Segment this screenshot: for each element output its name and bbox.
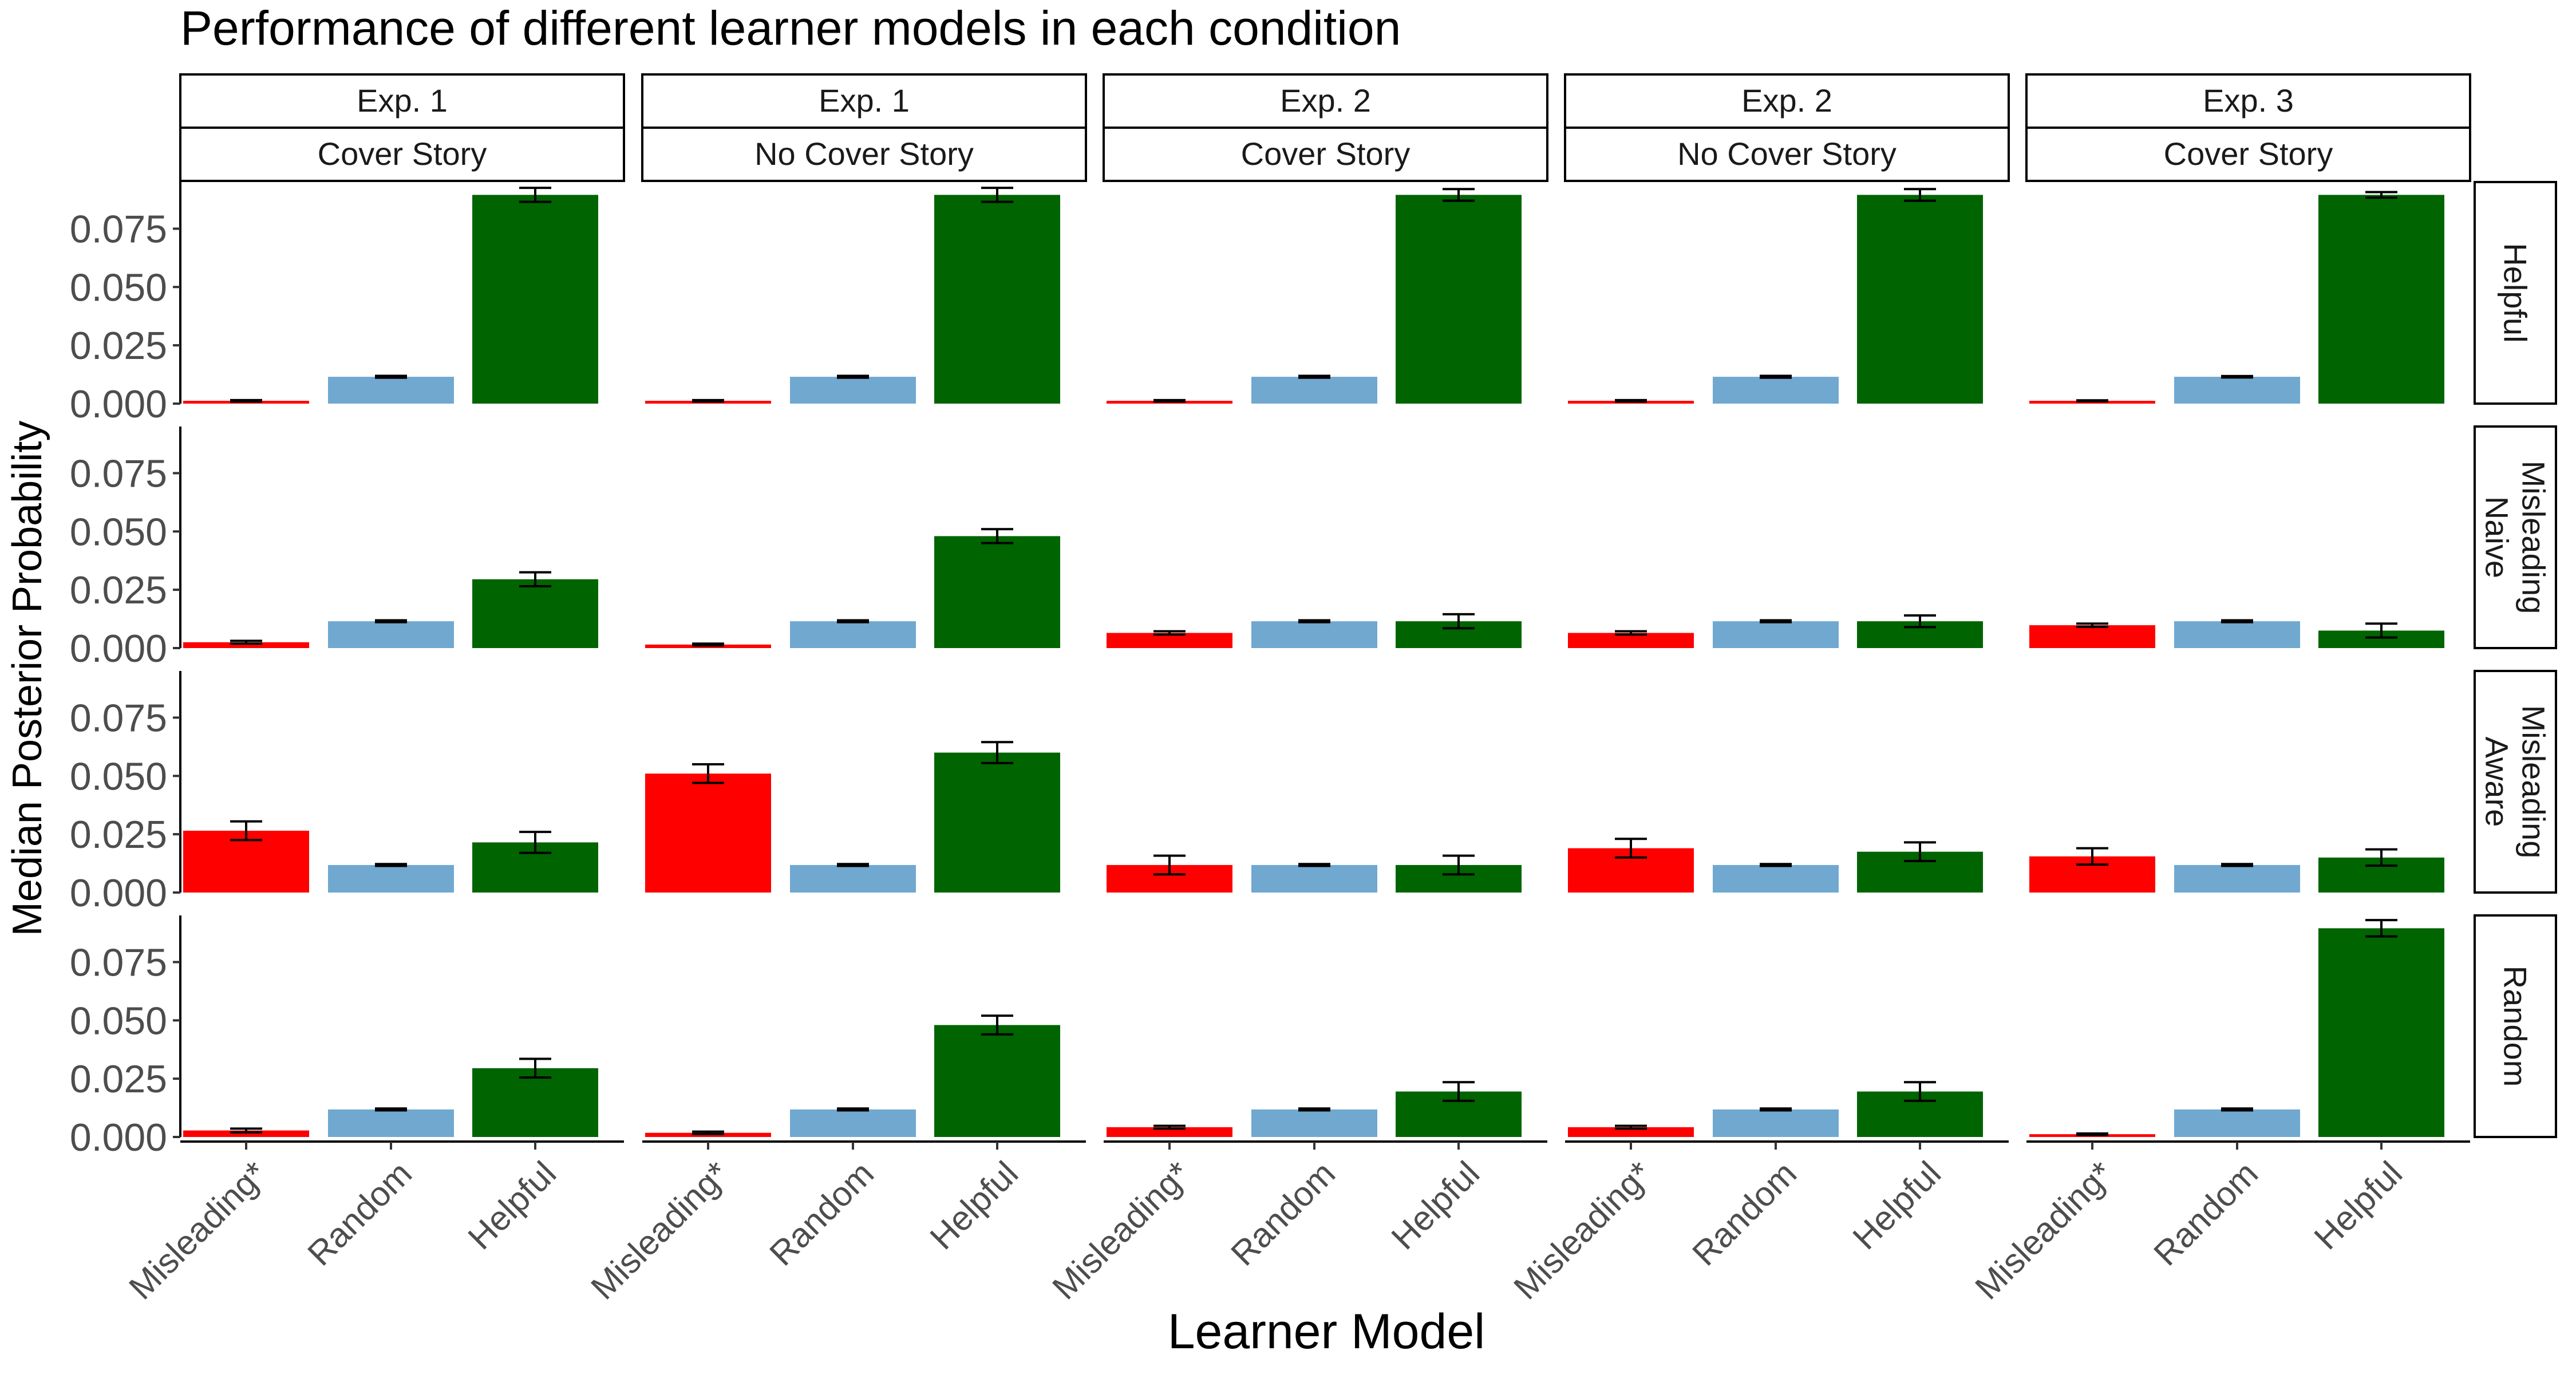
x-axis-title: Learner Model <box>1168 1304 1485 1359</box>
strip-story-label: No Cover Story <box>754 136 974 172</box>
strip-row-box <box>2474 670 2557 894</box>
x-tick-label: Random <box>300 1154 419 1273</box>
y-tick-label: 0.075 <box>70 452 167 495</box>
chart-title: Performance of different learner models … <box>180 1 1401 55</box>
y-tick-label: 0.025 <box>70 568 167 612</box>
x-tick-label: Helpful <box>461 1154 563 1257</box>
bar-random <box>1251 621 1377 648</box>
y-tick-label: 0.075 <box>70 207 167 251</box>
y-tick-label: 0.025 <box>70 324 167 368</box>
bar-misleading <box>183 642 309 648</box>
y-tick-label: 0.050 <box>70 755 167 798</box>
strip-row-label: Aware <box>2479 737 2515 827</box>
bar-helpful <box>472 579 598 648</box>
x-tick-label: Helpful <box>2307 1154 2409 1257</box>
bar-helpful <box>472 195 598 404</box>
bar-random <box>1713 1109 1839 1137</box>
x-tick-label: Misleading* <box>1506 1154 1659 1307</box>
x-tick-label: Random <box>2146 1154 2265 1273</box>
strip-story-label: Cover Story <box>318 136 487 172</box>
facet-grid: Exp. 1 Cover Story Exp. 1 No Cover Story Exp… <box>70 73 2557 1307</box>
bar-random <box>1251 864 1377 893</box>
x-tick-label: Random <box>762 1154 881 1273</box>
bar-random <box>1251 1109 1377 1137</box>
y-tick-label: 0.075 <box>70 941 167 984</box>
bar-random <box>790 1109 916 1137</box>
strip-story-box <box>179 127 625 182</box>
strip-story-box <box>1564 127 2010 182</box>
strip-story-label: Cover Story <box>1241 136 1411 172</box>
bar-misleading <box>183 1130 309 1137</box>
y-axis-title: Median Posterior Probability <box>5 421 50 936</box>
strip-row-box <box>2474 181 2557 405</box>
bar-helpful <box>1857 195 1983 404</box>
x-tick-label: Helpful <box>1846 1154 1948 1257</box>
strip-story-label: No Cover Story <box>1677 136 1897 172</box>
strip-row-label: Naive <box>2479 496 2515 578</box>
strip-exp-box <box>179 73 625 129</box>
strip-story-label: Cover Story <box>2164 136 2333 172</box>
bar-helpful <box>1396 195 1522 404</box>
bar-random <box>2174 1109 2300 1137</box>
bar-random <box>790 621 916 648</box>
strip-exp-label: Exp. 2 <box>1741 82 1832 119</box>
strip-row-box <box>2474 425 2557 649</box>
x-tick-label: Random <box>1685 1154 1804 1273</box>
bar-helpful <box>2318 928 2444 1137</box>
y-tick-label: 0.025 <box>70 813 167 856</box>
y-tick-label: 0.000 <box>70 382 167 426</box>
bar-random <box>328 621 454 648</box>
x-tick-label: Misleading* <box>583 1154 736 1307</box>
bar-random <box>1713 377 1839 404</box>
bar-random <box>2174 377 2300 404</box>
x-tick-label: Misleading* <box>1045 1154 1198 1307</box>
x-tick-label: Random <box>1223 1154 1342 1273</box>
bar-random <box>328 864 454 893</box>
bar-random <box>2174 864 2300 893</box>
y-tick-label: 0.000 <box>70 871 167 915</box>
x-tick-label: Misleading* <box>121 1154 274 1307</box>
bar-random <box>1251 377 1377 404</box>
strip-story-box <box>2025 127 2471 182</box>
bar-helpful <box>934 1025 1060 1137</box>
bar-helpful <box>934 752 1060 893</box>
strip-exp-label: Exp. 2 <box>1280 82 1371 119</box>
bar-helpful <box>934 536 1060 648</box>
bar-misleading <box>1568 1127 1694 1137</box>
bar-misleading <box>2029 625 2155 648</box>
strip-story-box <box>641 127 1087 182</box>
bar-misleading <box>1107 1127 1232 1137</box>
y-tick-label: 0.075 <box>70 696 167 740</box>
y-tick-label: 0.050 <box>70 266 167 309</box>
x-tick-label: Helpful <box>923 1154 1025 1257</box>
bar-random <box>790 864 916 893</box>
y-tick-label: 0.050 <box>70 510 167 554</box>
x-tick-label: Misleading* <box>1967 1154 2120 1307</box>
y-tick-label: 0.000 <box>70 1116 167 1159</box>
strip-exp-label: Exp. 1 <box>357 82 448 119</box>
bar-random <box>328 377 454 404</box>
y-tick-label: 0.050 <box>70 999 167 1043</box>
strip-exp-label: Exp. 3 <box>2203 82 2294 119</box>
y-tick-label: 0.000 <box>70 627 167 670</box>
strip-row-box <box>2474 914 2557 1138</box>
x-tick-label: Helpful <box>1384 1154 1487 1257</box>
y-tick-label: 0.025 <box>70 1057 167 1101</box>
bar-random <box>328 1109 454 1137</box>
strip-row-label: Helpful <box>2498 243 2534 342</box>
strip-row-label: Misleading <box>2516 705 2552 859</box>
bar-random <box>1713 621 1839 648</box>
bar-random <box>2174 621 2300 648</box>
bar-helpful <box>2318 195 2444 404</box>
strip-row-label: Misleading <box>2516 461 2552 614</box>
strip-row-label: Random <box>2498 966 2534 1087</box>
bar-random <box>1713 864 1839 893</box>
strip-story-box <box>1103 127 1548 182</box>
strip-exp-label: Exp. 1 <box>819 82 910 119</box>
bar-random <box>790 377 916 404</box>
bar-helpful <box>934 195 1060 404</box>
bar-misleading <box>645 773 771 893</box>
bar-helpful <box>472 1068 598 1137</box>
